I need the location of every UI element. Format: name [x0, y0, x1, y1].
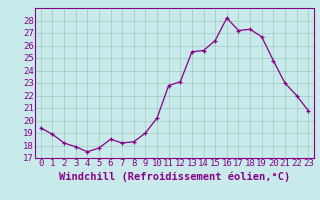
X-axis label: Windchill (Refroidissement éolien,°C): Windchill (Refroidissement éolien,°C)	[59, 171, 290, 182]
